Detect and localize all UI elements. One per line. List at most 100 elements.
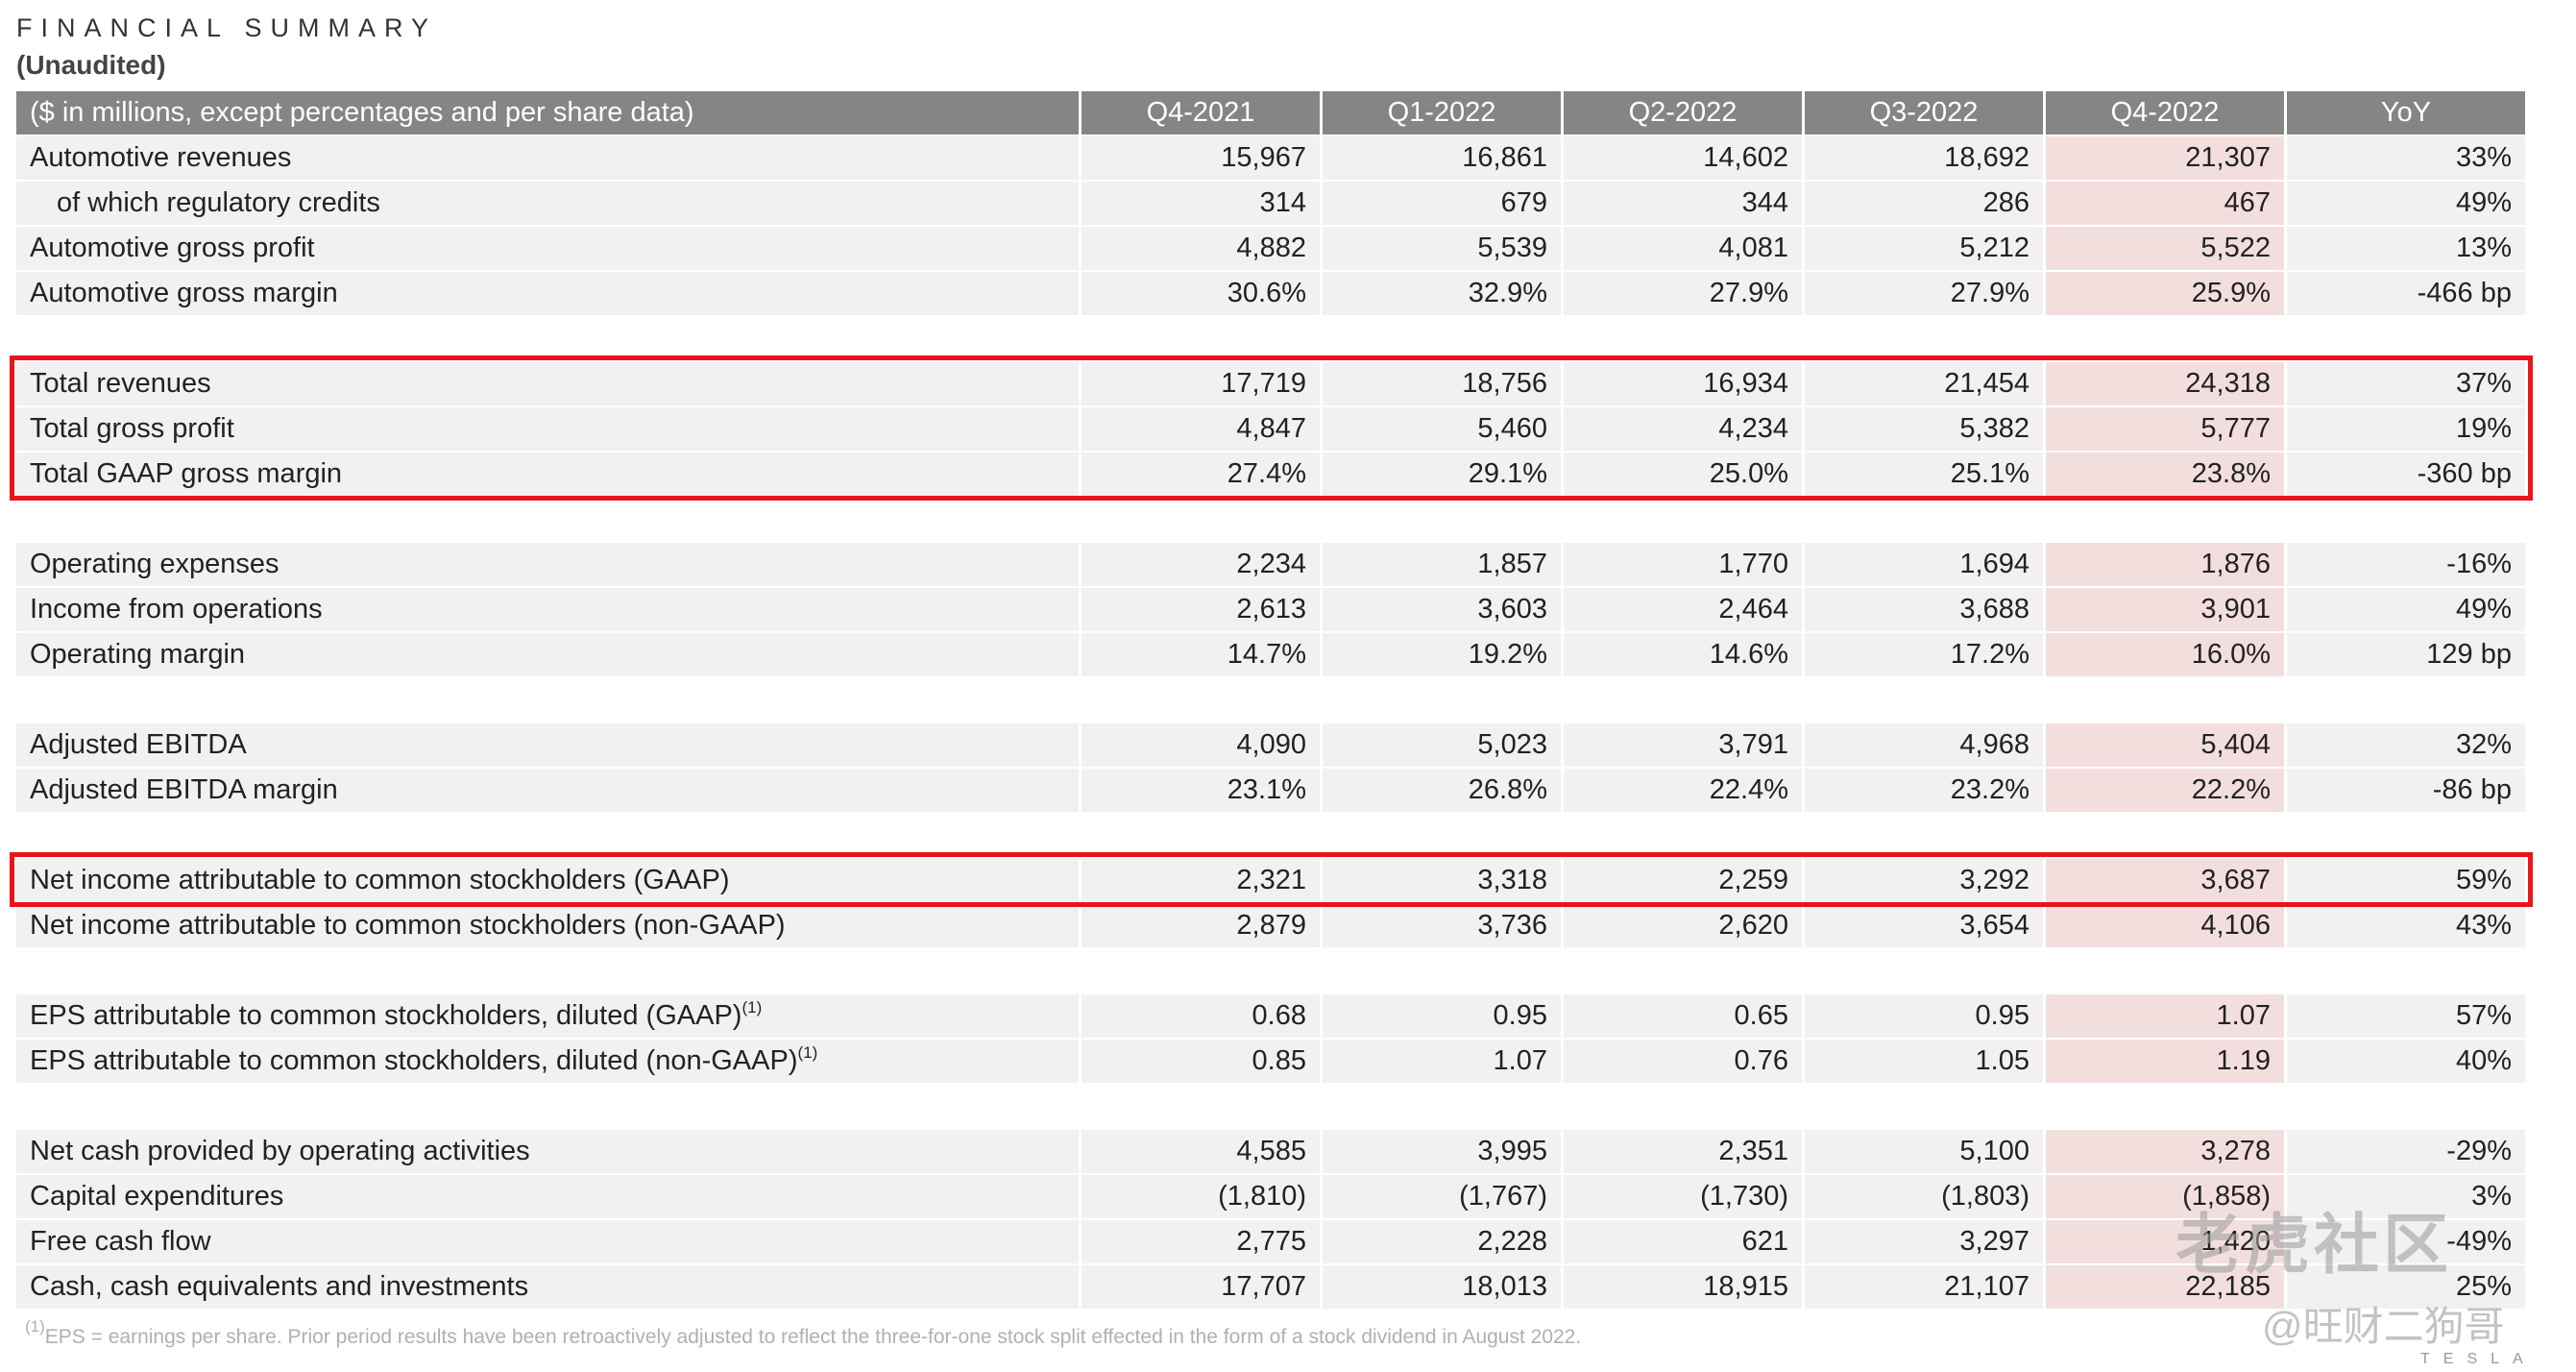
value-cell: 25.9%	[2046, 272, 2287, 315]
row-label: Adjusted EBITDA margin	[16, 769, 1081, 812]
label-text: Operating expenses	[30, 549, 279, 579]
value-cell: (1,858)	[2046, 1175, 2287, 1218]
value-cell: 5,404	[2046, 723, 2287, 767]
value-cell: 4,081	[1564, 227, 1805, 270]
value-cell: 21,307	[2046, 136, 2287, 180]
label-text: Adjusted EBITDA	[30, 729, 247, 760]
row-label: Automotive gross margin	[16, 272, 1081, 315]
value-cell: 5,023	[1323, 723, 1564, 767]
value-cell: 1,770	[1564, 543, 1805, 586]
value-cell: (1,730)	[1564, 1175, 1805, 1218]
value-cell: 17,719	[1081, 362, 1323, 405]
label-text: Automotive revenues	[30, 142, 292, 173]
value-cell: 49%	[2287, 588, 2528, 631]
value-cell: 3,995	[1323, 1130, 1564, 1173]
value-cell: 21,107	[1805, 1265, 2046, 1309]
label-text: Automotive gross margin	[30, 278, 338, 308]
value-cell: 3,318	[1323, 859, 1564, 902]
value-cell: 23.1%	[1081, 769, 1323, 812]
value-cell: 27.9%	[1805, 272, 2046, 315]
footnote-marker: (1)	[25, 1317, 45, 1335]
value-cell: 4,090	[1081, 723, 1323, 767]
value-cell: 2,464	[1564, 588, 1805, 631]
value-cell: 29.1%	[1323, 453, 1564, 496]
row-label: EPS attributable to common stockholders,…	[16, 994, 1081, 1038]
value-cell: 1.19	[2046, 1040, 2287, 1083]
row-label: Income from operations	[16, 588, 1081, 631]
value-cell: 3,687	[2046, 859, 2287, 902]
footnote-text: EPS = earnings per share. Prior period r…	[44, 1326, 1582, 1348]
value-cell: 17,707	[1081, 1265, 1323, 1309]
label-text: Net income attributable to common stockh…	[30, 910, 786, 941]
value-cell: 5,777	[2046, 407, 2287, 451]
value-cell: 4,882	[1081, 227, 1323, 270]
row-label: Net cash provided by operating activitie…	[16, 1130, 1081, 1173]
value-cell: 33%	[2287, 136, 2528, 180]
value-cell: 27.9%	[1564, 272, 1805, 315]
row-label: Free cash flow	[16, 1220, 1081, 1263]
value-cell: 5,382	[1805, 407, 2046, 451]
label-text: Net cash provided by operating activitie…	[30, 1136, 530, 1166]
value-cell: 22,185	[2046, 1265, 2287, 1309]
value-cell: 18,915	[1564, 1265, 1805, 1309]
row-label: Automotive gross profit	[16, 227, 1081, 270]
value-cell: 43%	[2287, 904, 2528, 947]
label-text: of which regulatory credits	[57, 187, 380, 218]
value-cell: 2,228	[1323, 1220, 1564, 1263]
value-cell: 27.4%	[1081, 453, 1323, 496]
value-cell: 25%	[2287, 1265, 2528, 1309]
value-cell: 40%	[2287, 1040, 2528, 1083]
value-cell: 5,460	[1323, 407, 1564, 451]
value-cell: 32.9%	[1323, 272, 1564, 315]
watermark-logo: 老虎社区	[2175, 1209, 2453, 1282]
row-label: Net income attributable to common stockh…	[16, 904, 1081, 947]
header-cell: YoY	[2287, 91, 2528, 135]
value-cell: 14,602	[1564, 136, 1805, 180]
value-cell: 5,212	[1805, 227, 2046, 270]
value-cell: 16,861	[1323, 136, 1564, 180]
value-cell: 129 bp	[2287, 633, 2528, 676]
value-cell: 3,688	[1805, 588, 2046, 631]
brand-logo: TESLA	[2420, 1351, 2537, 1367]
value-cell: 0.95	[1323, 994, 1564, 1038]
row-label: Operating expenses	[16, 543, 1081, 586]
value-cell: 344	[1564, 182, 1805, 225]
label-text: Total GAAP gross margin	[30, 458, 343, 489]
row-label: Adjusted EBITDA	[16, 723, 1081, 767]
value-cell: 22.2%	[2046, 769, 2287, 812]
label-text: Free cash flow	[30, 1226, 211, 1257]
row-label: Total gross profit	[16, 407, 1081, 451]
value-cell: -29%	[2287, 1130, 2528, 1173]
value-cell: 57%	[2287, 994, 2528, 1038]
row-label: Automotive revenues	[16, 136, 1081, 180]
label-text: Net income attributable to common stockh…	[30, 865, 730, 895]
label-text: Adjusted EBITDA margin	[30, 774, 338, 805]
row-label: Capital expenditures	[16, 1175, 1081, 1218]
value-cell: 3,297	[1805, 1220, 2046, 1263]
value-cell: 5,539	[1323, 227, 1564, 270]
value-cell: 3,292	[1805, 859, 2046, 902]
value-cell: 1,420	[2046, 1220, 2287, 1263]
value-cell: 4,968	[1805, 723, 2046, 767]
value-cell: 0.95	[1805, 994, 2046, 1038]
value-cell: 2,234	[1081, 543, 1323, 586]
value-cell: (1,803)	[1805, 1175, 2046, 1218]
value-cell: 2,879	[1081, 904, 1323, 947]
value-cell: 37%	[2287, 362, 2528, 405]
value-cell: -86 bp	[2287, 769, 2528, 812]
row-label: Cash, cash equivalents and investments	[16, 1265, 1081, 1309]
value-cell: 2,620	[1564, 904, 1805, 947]
header-cell: Q4-2022	[2046, 91, 2287, 135]
value-cell: 621	[1564, 1220, 1805, 1263]
value-cell: 679	[1323, 182, 1564, 225]
value-cell: 17.2%	[1805, 633, 2046, 676]
label-text: Income from operations	[30, 594, 323, 625]
row-label: Total GAAP gross margin	[16, 453, 1081, 496]
value-cell: 286	[1805, 182, 2046, 225]
title: FINANCIAL SUMMARY	[16, 13, 438, 42]
value-cell: 2,259	[1564, 859, 1805, 902]
value-cell: 5,100	[1805, 1130, 2046, 1173]
value-cell: -360 bp	[2287, 453, 2528, 496]
highlight-box	[10, 355, 2533, 501]
